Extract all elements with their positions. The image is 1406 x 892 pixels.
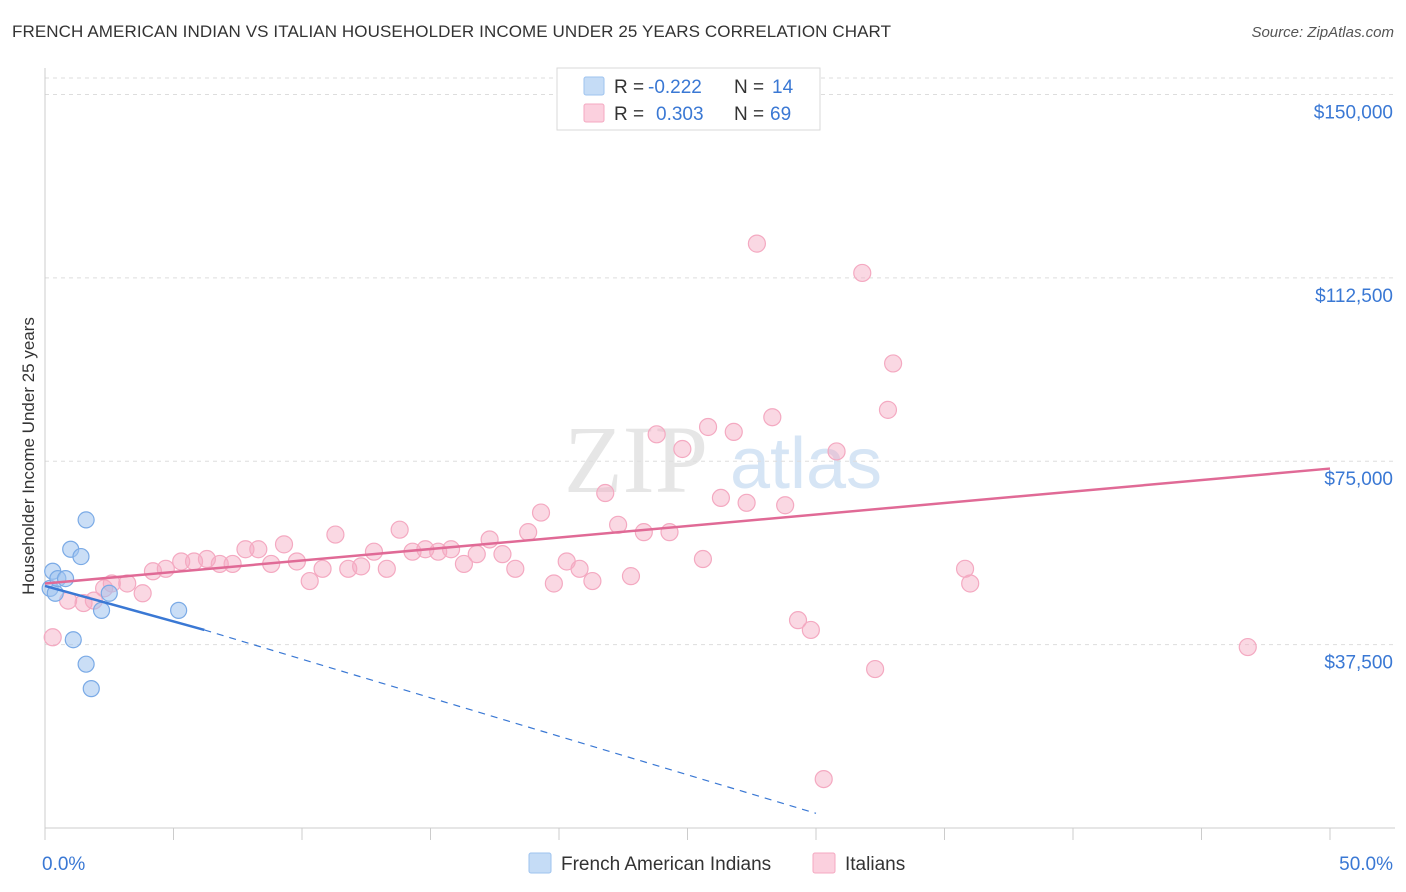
point-italians (596, 483, 615, 503)
point-italians (801, 620, 820, 640)
y-tick-label: $150,000 (1314, 102, 1393, 123)
point-italians (693, 549, 713, 569)
legend-swatch-french (528, 852, 552, 874)
point-italians (711, 488, 731, 508)
series-french-american-indians-points (41, 511, 188, 698)
stats-r-label-1: R = (614, 77, 644, 98)
stats-r-value-2: 0.303 (656, 104, 704, 125)
stats-swatch-french (583, 76, 605, 96)
stats-n-label-1: N = (734, 77, 764, 98)
point-italians (866, 659, 885, 679)
point-italians (878, 400, 898, 419)
point-italians (724, 422, 743, 441)
point-italians (236, 540, 255, 559)
trend-line-french-extrapolated (204, 629, 817, 814)
point-italians (172, 552, 191, 571)
point-italians (352, 557, 371, 576)
point-italians (737, 493, 756, 512)
legend-label-french: French American Indians (561, 854, 771, 875)
point-italians (763, 408, 782, 427)
point-italians (788, 611, 808, 630)
trend-line-french (44, 584, 205, 632)
stats-n-value-2: 69 (770, 104, 791, 125)
point-italians (673, 439, 692, 459)
stats-r-label-2: R = (614, 104, 644, 125)
point-italians (390, 520, 409, 539)
stats-n-value-1: 14 (772, 77, 794, 98)
y-tick-labels: $37,500 $75,000 $112,500 $150,000 (1314, 102, 1393, 673)
watermark-atlas: atlas (730, 424, 882, 504)
point-italians (519, 523, 538, 542)
legend-label-italians: Italians (845, 854, 905, 875)
x-tick-label: 0.0% (42, 854, 85, 875)
trend-lines (44, 467, 1331, 814)
point-italians (776, 496, 795, 515)
point-italians (249, 540, 268, 559)
point-italians (814, 769, 833, 789)
point-italians (634, 523, 653, 542)
y-tick-label: $112,500 (1315, 286, 1393, 307)
series-italians-points (43, 234, 1257, 789)
point-italians (698, 417, 718, 437)
point-italians (570, 559, 589, 578)
point-italians (853, 263, 872, 283)
point-italians (747, 234, 766, 253)
point-italians (531, 503, 551, 522)
watermark-zip: ZIP (564, 406, 708, 513)
point-french-american-indians (170, 601, 188, 619)
point-french-american-indians (82, 680, 100, 698)
stats-n-label-2: N = (734, 104, 764, 125)
point-italians (377, 559, 396, 578)
x-tick-label: 50.0% (1339, 854, 1393, 875)
gridlines (45, 77, 1395, 646)
point-french-american-indians (77, 655, 95, 673)
point-french-american-indians (64, 631, 82, 649)
point-italians (544, 574, 563, 593)
y-axis-label: Householder Income Under 25 years (19, 317, 38, 595)
point-french-american-indians (92, 601, 111, 619)
point-italians (43, 628, 62, 647)
point-italians (313, 559, 332, 578)
point-italians (156, 559, 175, 578)
trend-line-italians (44, 467, 1331, 585)
point-french-american-indians (100, 584, 118, 602)
x-tick-labels: 0.0% 50.0% (42, 854, 1393, 875)
point-italians (274, 535, 294, 554)
point-italians (583, 571, 602, 591)
point-italians (647, 425, 666, 444)
point-italians (883, 354, 903, 373)
axes (44, 68, 1395, 840)
y-tick-label: $37,500 (1324, 653, 1393, 674)
point-italians (493, 545, 512, 564)
point-italians (454, 554, 474, 574)
point-french-american-indians (77, 511, 95, 529)
legend-swatch-italians (812, 852, 836, 874)
point-italians (133, 584, 152, 603)
point-french-american-indians (56, 569, 75, 588)
point-italians (506, 559, 525, 578)
point-italians (467, 545, 486, 564)
stats-legend: R = -0.222 N = 14 R = 0.303 N = 69 (556, 67, 821, 131)
point-italians (364, 542, 384, 561)
point-italians (441, 540, 461, 559)
point-italians (961, 574, 980, 593)
point-italians (326, 525, 345, 544)
point-italians (1238, 637, 1257, 657)
series-legend: French American Indians Italians (528, 852, 905, 875)
point-italians (621, 567, 641, 586)
point-italians (827, 442, 846, 461)
point-french-american-indians (72, 547, 90, 566)
source-credit: Source: ZipAtlas.com (1251, 24, 1394, 41)
chart-title: FRENCH AMERICAN INDIAN VS ITALIAN HOUSEH… (12, 22, 892, 41)
stats-swatch-italians (583, 103, 605, 123)
y-tick-label: $75,000 (1324, 469, 1393, 490)
point-italians (300, 571, 319, 591)
stats-r-value-1: -0.222 (648, 77, 702, 98)
point-italians (223, 554, 242, 574)
